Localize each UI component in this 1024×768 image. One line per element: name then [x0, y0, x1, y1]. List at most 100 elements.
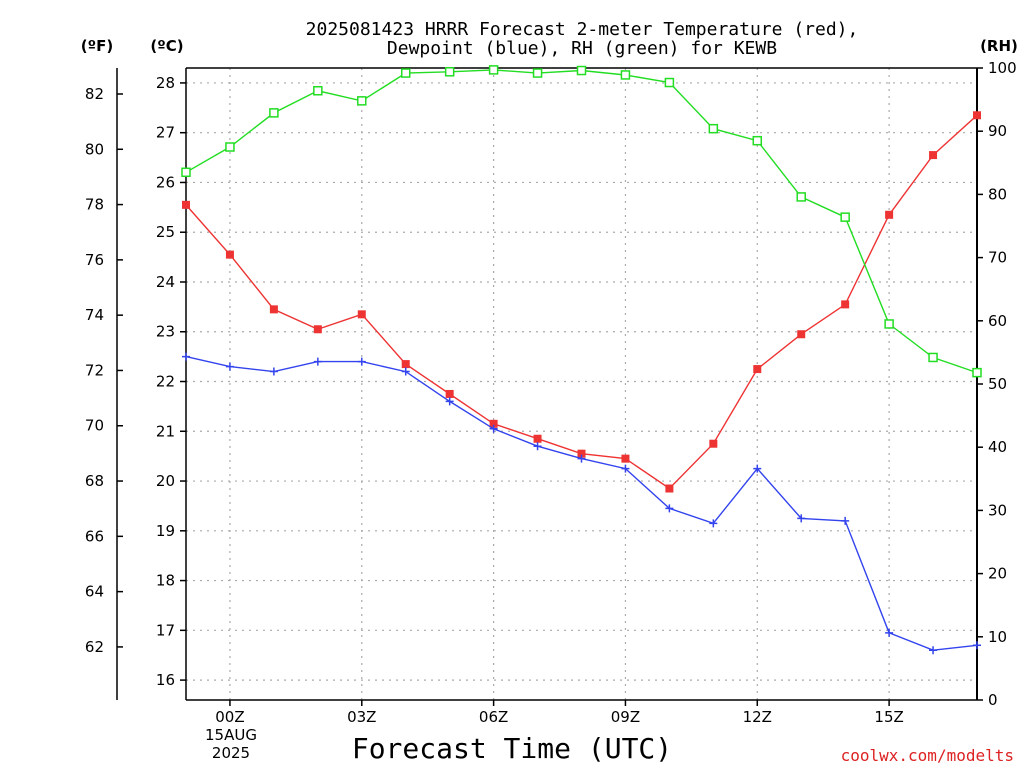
x-tick-label: 09Z	[611, 708, 640, 726]
rh-axis-unit: (RH)	[980, 37, 1018, 55]
fahrenheit-tick-labels: 62 64 66 68 70 72 74 76 78 80 82	[85, 85, 104, 656]
fahrenheit-tick-label: 66	[85, 527, 104, 545]
x-tick-label: 15Z	[874, 708, 903, 726]
celsius-axis-unit: (ºC)	[150, 37, 183, 55]
temperature-point	[621, 454, 630, 463]
celsius-tick-label: 19	[156, 522, 175, 540]
rh-point	[532, 68, 543, 78]
temperature-point	[929, 151, 938, 160]
fahrenheit-tick-label: 64	[85, 583, 104, 601]
dewpoint-point	[489, 424, 498, 433]
dewpoint-point	[885, 628, 894, 637]
dewpoint-point	[401, 367, 410, 376]
rh-tick-label: 90	[988, 122, 1007, 140]
dewpoint-point	[929, 646, 938, 655]
rh-point	[972, 367, 982, 378]
rh-tick-label: 60	[988, 312, 1007, 330]
celsius-tick-label: 26	[156, 173, 175, 191]
dewpoint-point	[621, 464, 630, 473]
celsius-tick-label: 27	[156, 124, 175, 142]
x-tick-label: 00Z	[215, 708, 244, 726]
temperature-point	[841, 300, 850, 309]
axes	[116, 67, 983, 706]
rh-tick-label: 80	[988, 185, 1007, 203]
celsius-tick-label: 17	[156, 621, 175, 639]
rh-point	[357, 96, 367, 106]
dewpoint-point	[182, 352, 190, 361]
temperature-point	[182, 200, 190, 209]
rh-point	[620, 70, 631, 80]
celsius-tick-labels: 16 17 18 19 20 21 22 23 24 25 26 27 28	[156, 74, 175, 689]
rh-point	[181, 167, 191, 178]
dewpoint-point	[577, 454, 586, 463]
chart-title-line-1: 2025081423 HRRR Forecast 2-meter Tempera…	[306, 19, 859, 40]
rh-point	[400, 68, 411, 78]
dewpoint-point	[665, 504, 674, 513]
x-tick-label: 03Z	[347, 708, 376, 726]
dewpoint-point	[313, 357, 322, 366]
fahrenheit-axis-unit: (ºF)	[81, 37, 113, 55]
temperature-point	[973, 111, 981, 120]
dewpoint-point	[533, 442, 542, 451]
x-axis-title: Forecast Time (UTC)	[352, 732, 672, 765]
data-series	[181, 65, 982, 655]
grid-lines	[186, 68, 977, 700]
rh-point	[752, 135, 763, 146]
rh-point	[488, 65, 499, 75]
rh-tick-label: 30	[988, 501, 1007, 519]
dewpoint-point	[225, 362, 234, 371]
rh-line	[185, 69, 978, 374]
rh-tick-label: 20	[988, 565, 1007, 583]
time-tick-labels: 00Z 03Z 06Z 09Z 12Z 15Z	[215, 708, 904, 726]
rh-point	[708, 123, 719, 134]
dewpoint-point	[797, 514, 806, 523]
temperature-line	[185, 114, 978, 490]
rh-point	[796, 192, 806, 202]
celsius-tick-label: 23	[156, 323, 175, 341]
temperature-point	[489, 419, 498, 428]
rh-point	[313, 86, 323, 96]
temperature-point	[357, 310, 366, 319]
temperature-point	[665, 484, 674, 493]
temperature-point	[225, 250, 234, 259]
rh-tick-label: 40	[988, 438, 1007, 456]
fahrenheit-tick-label: 74	[85, 306, 104, 324]
temperature-point	[753, 365, 762, 374]
dewpoint-series	[182, 352, 981, 655]
rh-tick-label: 100	[988, 59, 1017, 77]
celsius-tick-label: 16	[156, 671, 175, 689]
temperature-series	[182, 111, 981, 493]
celsius-tick-label: 28	[156, 74, 175, 92]
rh-tick-label: 0	[988, 691, 998, 709]
rh-point	[884, 319, 894, 329]
temperature-point	[797, 330, 806, 339]
date-label-day: 15AUG	[205, 726, 257, 744]
celsius-tick-label: 25	[156, 223, 175, 241]
rh-point	[269, 108, 279, 118]
rh-point	[664, 77, 675, 88]
celsius-tick-label: 22	[156, 373, 175, 391]
rh-tick-label: 10	[988, 628, 1007, 646]
temperature-point	[885, 210, 894, 219]
rh-series	[181, 65, 982, 378]
temperature-point	[577, 449, 586, 458]
rh-point	[225, 142, 235, 152]
dewpoint-point	[357, 357, 366, 366]
fahrenheit-tick-label: 68	[85, 472, 104, 490]
celsius-tick-label: 24	[156, 273, 175, 291]
credit-link[interactable]: coolwx.com/modelts	[841, 746, 1014, 765]
dewpoint-point	[709, 519, 718, 528]
fahrenheit-tick-label: 80	[85, 140, 104, 158]
rh-point	[928, 352, 938, 363]
fahrenheit-tick-label: 62	[85, 638, 104, 656]
rh-tick-label: 70	[988, 249, 1007, 267]
rh-tick-labels: 0 10 20 30 40 50 60 70 80 90 100	[988, 59, 1017, 709]
celsius-tick-label: 21	[156, 422, 175, 440]
celsius-tick-label: 18	[156, 572, 175, 590]
temperature-point	[269, 305, 278, 314]
dewpoint-line	[185, 355, 978, 651]
chart-title-line-2: Dewpoint (blue), RH (green) for KEWB	[387, 38, 777, 59]
rh-tick-label: 50	[988, 375, 1007, 393]
x-tick-label: 12Z	[743, 708, 772, 726]
